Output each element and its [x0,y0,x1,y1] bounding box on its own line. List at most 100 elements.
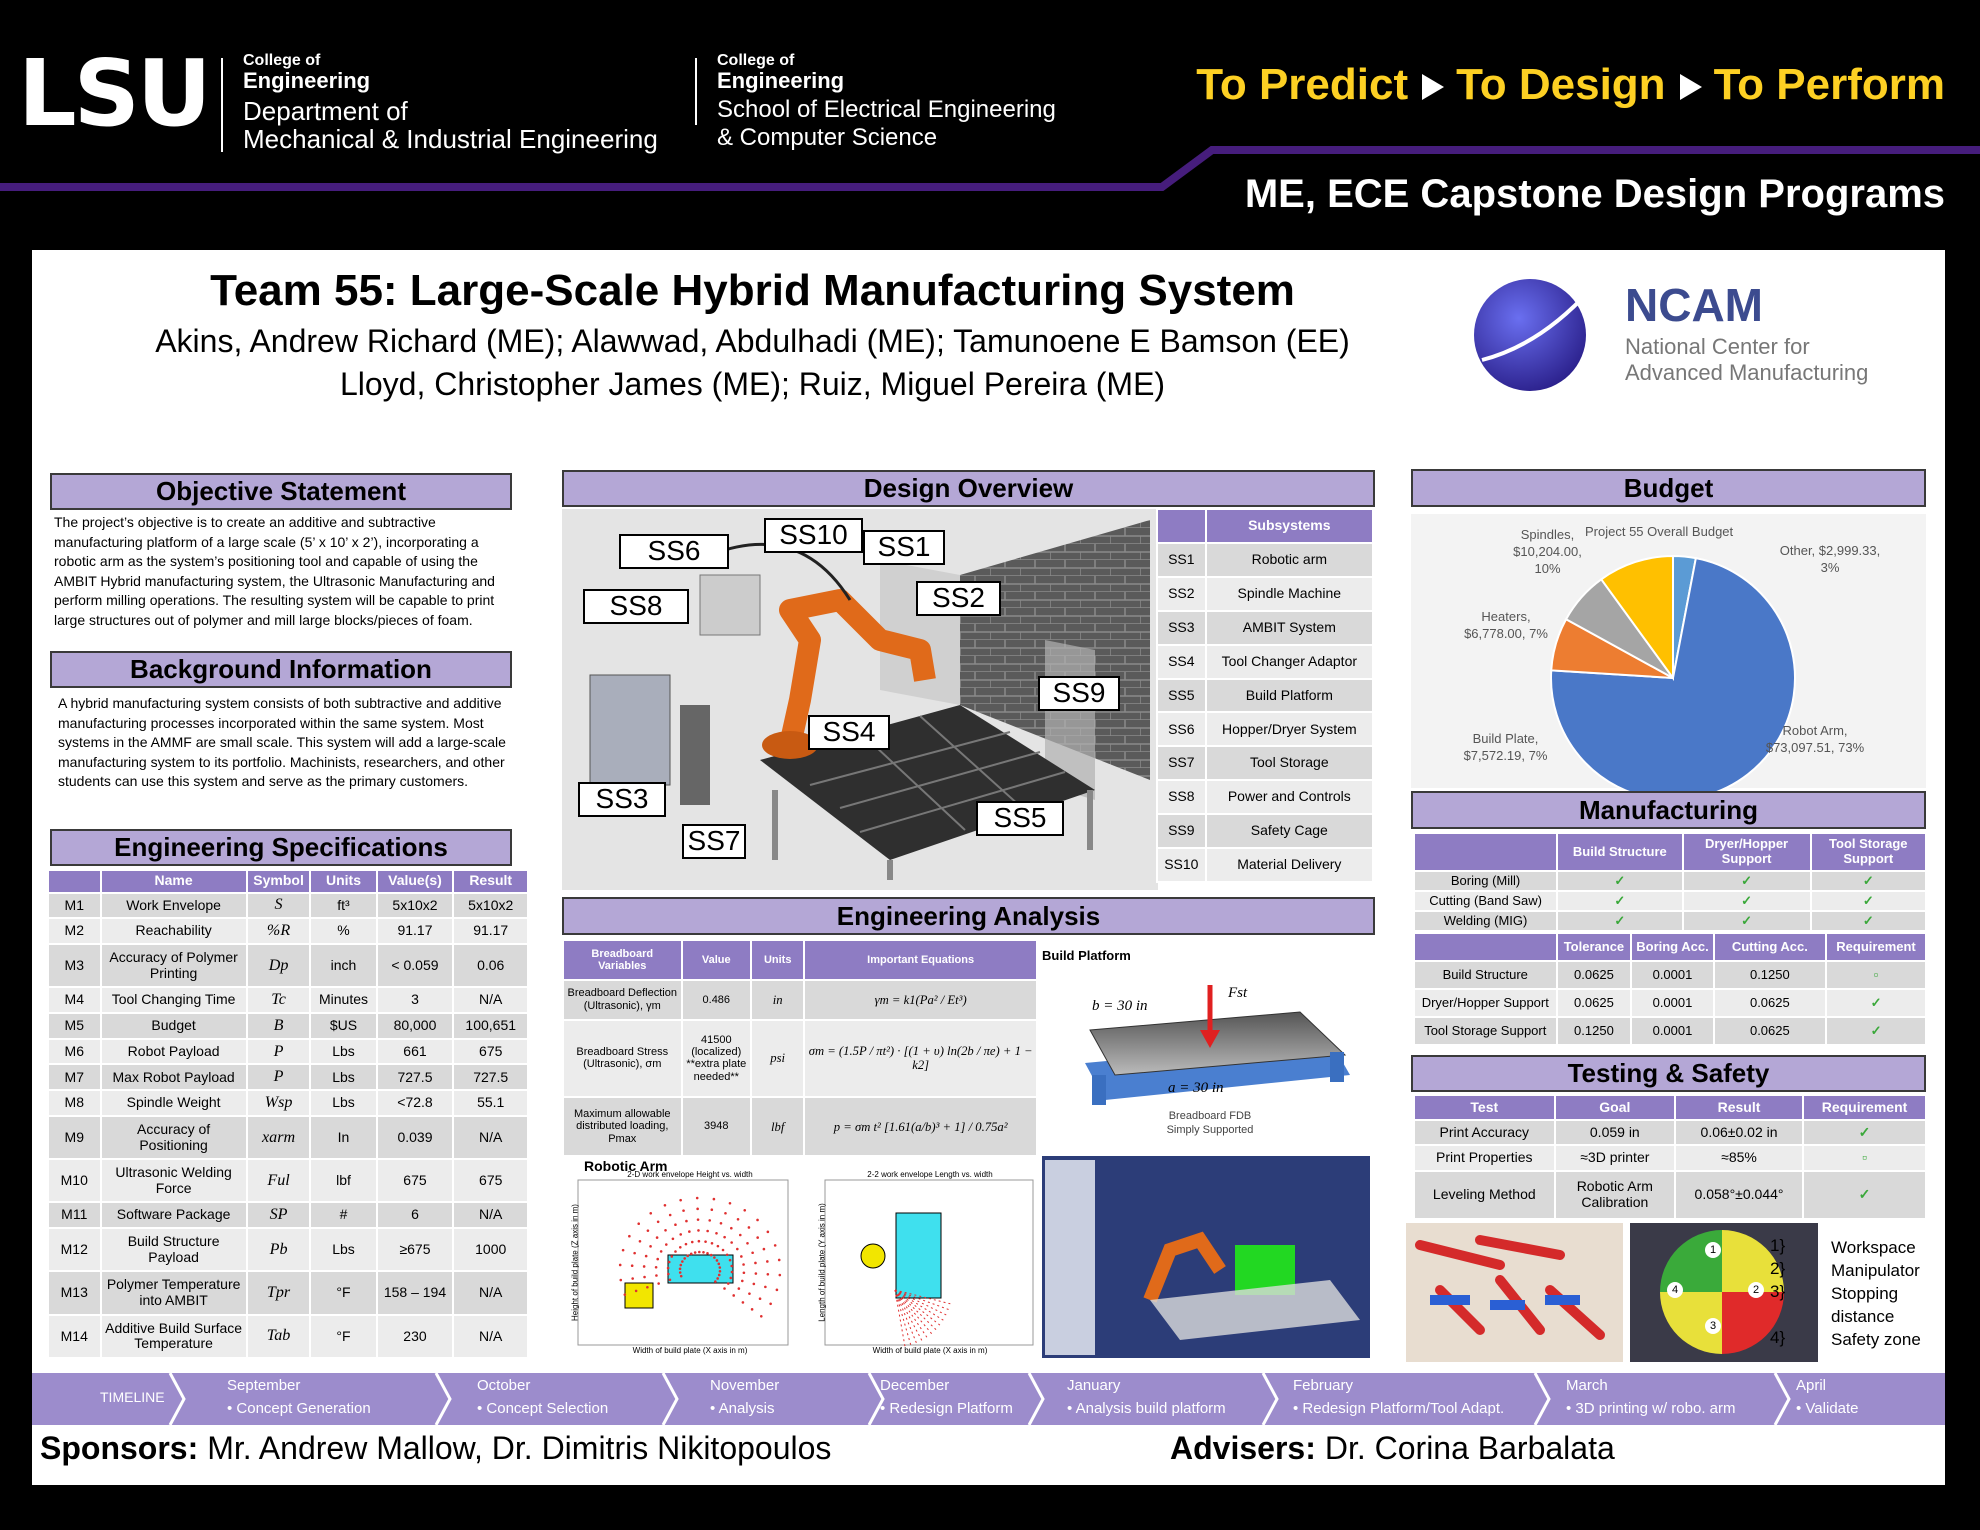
table-row: Print Properties ≈3D printer ≈85% ▫ [1415,1146,1925,1170]
plot-dot [682,1209,685,1212]
table-row: Boring (Mill) ✓ ✓ ✓ [1415,872,1925,890]
cell: ▫ [1827,962,1925,988]
cell: 230 [377,1315,453,1357]
diagram-label: 4 [1667,1282,1683,1298]
tagline-part: To Perform [1713,60,1945,109]
cell: Tool Changer Adaptor [1206,645,1372,678]
plot-dot [756,1236,759,1239]
plot-dot [659,1250,663,1253]
timeline-task: • Analysis [710,1400,775,1417]
cell: 675 [377,1160,453,1202]
cell: 100,651 [454,1014,527,1038]
tagline-part: To Design [1456,60,1666,109]
cell: < 0.059 [377,945,453,987]
cell: °F [311,1272,376,1314]
department: Mechanical & Industrial Engineering [243,124,658,154]
cell: Tab [247,1315,310,1357]
header-stripe [0,146,1980,191]
header-cell: Dryer/Hopper Support [1683,834,1810,870]
dimension-label: a = 30 in [1168,1080,1224,1096]
table-row: Breadboard Deflection (Ultrasonic), γm 0.… [564,980,1036,1019]
plot-dot [696,1207,699,1211]
plot-dot [762,1247,766,1251]
force-label: Fst [1228,985,1248,1001]
cell: Max Robot Payload [101,1065,246,1090]
timeline-month: February [1293,1377,1354,1394]
header-cell: Goal [1555,1096,1675,1120]
section-heading: Background Information [50,651,512,688]
subsystem-label: SS2 [916,581,1001,616]
caption: Simply Supported [1166,1124,1254,1136]
plot-dot [623,1293,627,1296]
plot-dot [698,1250,701,1254]
plot-dot [741,1301,745,1304]
plot-dot [708,1219,712,1222]
diagram-label: 3 [1705,1318,1721,1334]
cell: 0.06 [454,945,527,987]
plot-dot [717,1273,721,1277]
cell: 727.5 [377,1065,453,1090]
plot-dot [689,1252,693,1256]
table-row: SS5 Build Platform [1158,679,1372,712]
table-row: M9 Accuracy of Positioning xarm In 0.039 N/A [49,1116,527,1159]
plot-dot [671,1237,675,1241]
header-cell: Units [752,941,804,979]
paragraph: The project’s objective is to create an … [54,514,495,628]
plot-dot [690,1240,694,1244]
cell: 727.5 [454,1065,527,1090]
axis-label: Width of build plate (X axis in m) [872,1346,988,1355]
slice-label: Other, $2,999.33, 3% [1779,543,1881,575]
advisers-names: Dr. Corina Barbalata [1324,1430,1615,1466]
plot-dot [704,1240,707,1243]
plot-dot [728,1201,732,1205]
workspace-plots [577,1156,1370,1358]
plot-dot [664,1228,667,1232]
plot-dot [670,1255,674,1258]
cell: 675 [454,1160,527,1202]
cell: M13 [49,1272,100,1314]
arrow [1422,74,1445,101]
cell: N/A [454,1315,527,1357]
cell: N/A [454,1203,527,1228]
table-row: M13 Polymer Temperature into AMBIT Tpr °F 15… [49,1272,527,1314]
plot-dot [718,1266,722,1269]
test-photos [1406,1223,1818,1362]
cell: ✓ [1683,892,1810,910]
cell: ✓ [1558,872,1682,890]
header-cell: Boring Acc. [1632,934,1713,960]
timeline-label: TIMELINE [100,1389,165,1405]
cell: 5x10x2 [454,893,527,918]
cell: 3 [377,988,453,1013]
plot-dot [637,1222,641,1226]
plot-dot [742,1263,745,1266]
ncam-text: National Center for [1625,334,1810,359]
plot-dot [778,1273,782,1277]
data-table: Test Goal Result Requirement Print Accuracy 0… [1413,1094,1927,1220]
cell: SS10 [1158,849,1205,881]
figure-title: Build Platform [1042,948,1131,963]
table-row: M3 Accuracy of Polymer Printing Dp inch < 0.… [49,945,527,987]
header-cell: Symbol [247,871,310,892]
slice-label: Build Plate, $7,572.19, 7% [1463,731,1548,763]
plot-dot [655,1236,659,1239]
cell: Reachability [101,919,246,944]
header-cell: Tool Storage Support [1811,834,1925,870]
plot-dot [756,1218,759,1222]
chart-title: Project 55 Overall Budget [1585,524,1734,539]
cell: ✓ [1827,1018,1925,1044]
slice-label: Robot Arm, $73,097.51, 73% [1765,723,1865,755]
cell: inch [311,945,376,987]
cell: Breadboard Stress (Ultrasonic), σm [564,1020,681,1097]
plot-dot [621,1248,625,1252]
arrow [1679,74,1702,101]
cell: Hopper/Dryer System [1206,713,1372,746]
cell: Lbs [311,1091,376,1115]
data-table: Tolerance Boring Acc. Cutting Acc. Requirem… [1413,932,1927,1046]
plot-dot [715,1259,719,1262]
plot-dot [728,1258,732,1262]
table-row: Subsystems [1158,510,1372,542]
plot-dot [764,1285,767,1289]
section-heading: Manufacturing [1411,791,1926,829]
authors: Lloyd, Christopher James (ME); Ruiz, Mig… [339,366,1166,402]
